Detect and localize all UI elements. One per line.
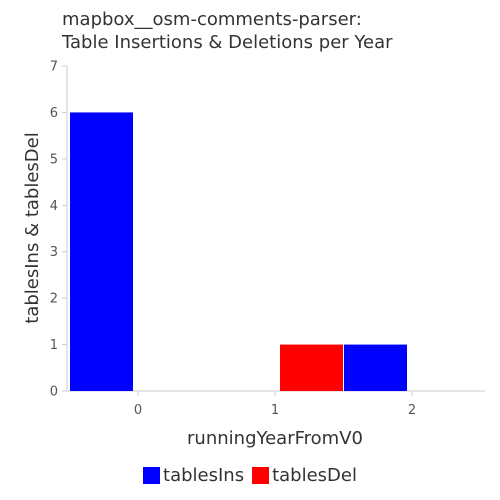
legend-item-tablesins: tablesIns — [143, 465, 244, 486]
legend-swatch-tablesdel — [252, 467, 269, 484]
x-axis-title: runningYearFromV0 — [187, 428, 363, 449]
y-tick-label: 7 — [50, 60, 58, 75]
legend-swatch-tablesins — [143, 467, 160, 484]
y-tick-label: 3 — [50, 245, 58, 260]
y-tick-label: 4 — [50, 199, 58, 214]
x-tick-label: 0 — [134, 403, 142, 418]
x-tick-label: 1 — [271, 403, 279, 418]
legend-label-tablesdel: tablesDel — [272, 465, 357, 486]
y-tick-label: 2 — [50, 292, 58, 307]
bar-tablesins-2 — [344, 345, 407, 391]
legend: tablesIns tablesDel — [0, 465, 500, 486]
y-tick-label: 5 — [50, 152, 58, 167]
legend-item-tablesdel: tablesDel — [252, 465, 357, 486]
x-tick-label: 2 — [408, 403, 416, 418]
y-tick-label: 1 — [50, 338, 58, 353]
bar-chart: tablesIns & tablesDel runningYearFromV0 … — [0, 0, 500, 460]
bar-tablesins-0 — [70, 112, 133, 391]
y-axis-title: tablesIns & tablesDel — [22, 132, 43, 323]
y-tick-label: 6 — [50, 106, 58, 121]
bar-tablesdel-1 — [280, 345, 343, 391]
y-tick-label: 0 — [50, 385, 58, 400]
legend-label-tablesins: tablesIns — [163, 465, 244, 486]
